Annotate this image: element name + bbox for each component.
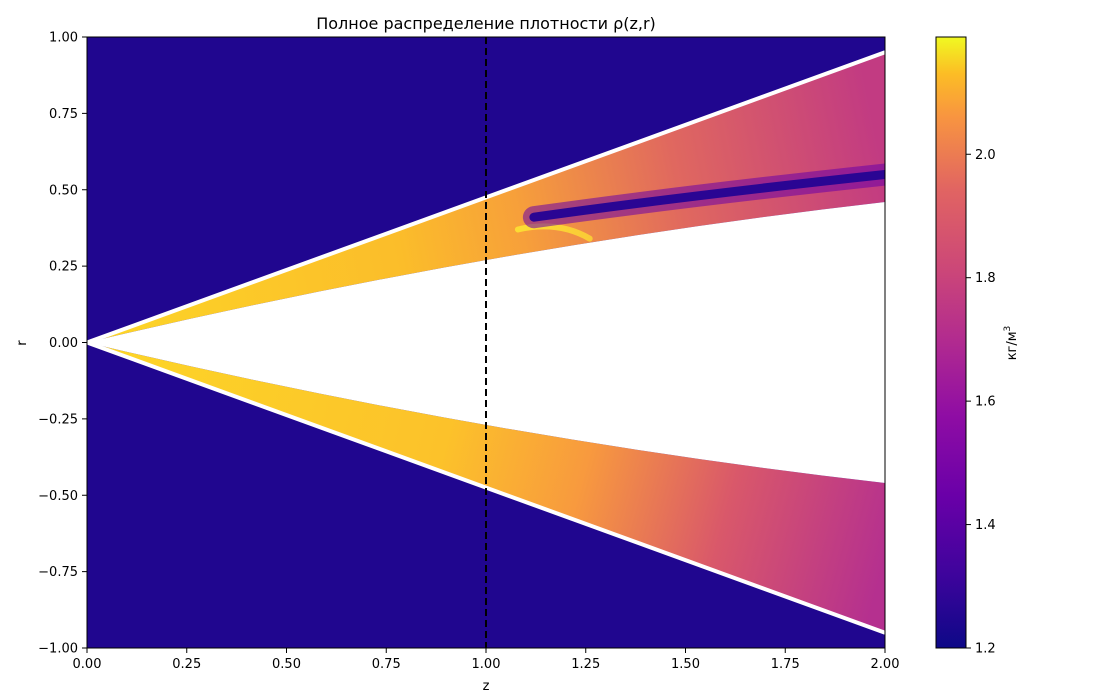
- colorbar: 2.0 1.8 1.6 1.4 1.2 кг/м3: [935, 36, 1020, 657]
- x-tick-label: 0.00: [73, 657, 102, 672]
- y-tick-label: −0.50: [38, 489, 78, 504]
- body-region: [87, 202, 885, 483]
- x-tick-label: 0.25: [172, 657, 201, 672]
- heatmap-plot-area: [87, 37, 885, 648]
- y-tick-label: −0.75: [38, 565, 78, 580]
- y-axis-ticks: 1.00 0.75 0.50 0.25 0.00 −0.25 −0.50 −0.75 −1.00: [38, 31, 87, 657]
- y-tick-label: 0.75: [49, 107, 78, 122]
- colorbar-tick-label: 1.6: [975, 395, 996, 410]
- colorbar-tick-label: 2.0: [975, 148, 996, 163]
- y-tick-label: 1.00: [49, 31, 78, 46]
- chart-title: Полное распределение плотности ρ(z,r): [316, 14, 656, 33]
- y-tick-label: −1.00: [38, 642, 78, 657]
- x-tick-label: 0.50: [272, 657, 301, 672]
- x-tick-label: 1.50: [671, 657, 700, 672]
- x-axis-ticks: 0.00 0.25 0.50 0.75 1.00 1.25 1.50 1.75 2.00: [73, 648, 900, 672]
- x-axis-label: z: [483, 679, 490, 694]
- x-tick-label: 0.75: [372, 657, 401, 672]
- colorbar-label: кг/м3: [1003, 326, 1020, 361]
- density-trough: [529, 170, 885, 222]
- colorbar-tick-label: 1.4: [975, 518, 996, 533]
- reflected-shock-band: [514, 223, 593, 242]
- colorbar-label-superscript: 3: [1003, 326, 1013, 332]
- colorbar-gradient: [935, 36, 967, 649]
- y-tick-label: 0.50: [49, 183, 78, 198]
- colorbar-tick-label: 1.8: [975, 271, 996, 286]
- y-tick-label: −0.25: [38, 412, 78, 427]
- x-tick-label: 1.00: [472, 657, 501, 672]
- colorbar-label-unit: кг/м: [1005, 331, 1020, 360]
- y-tick-label: 0.25: [49, 260, 78, 275]
- x-tick-label: 1.75: [771, 657, 800, 672]
- colorbar-tick-label: 1.2: [975, 642, 996, 657]
- x-tick-label: 2.00: [871, 657, 900, 672]
- y-axis-label: r: [15, 340, 30, 346]
- colorbar-ticks: 2.0 1.8 1.6 1.4 1.2: [966, 148, 996, 657]
- y-tick-label: 0.00: [49, 336, 78, 351]
- x-tick-label: 1.25: [571, 657, 600, 672]
- lower-shock-line: [87, 340, 885, 635]
